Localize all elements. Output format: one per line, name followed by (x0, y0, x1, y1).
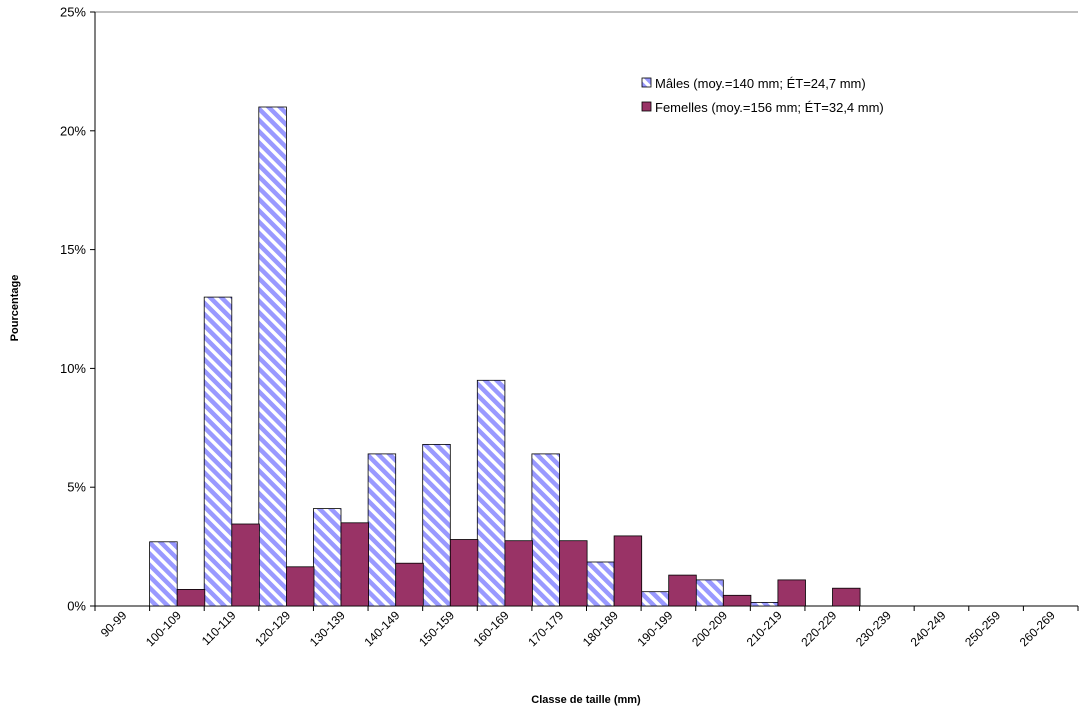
bar-males (749, 602, 779, 607)
bar-males (531, 453, 560, 607)
y-tick-label: 10% (60, 361, 86, 376)
bar-males (312, 508, 342, 607)
bar-males (258, 106, 287, 607)
axes (90, 11, 1079, 611)
bar-females (395, 562, 424, 607)
x-tick-label: 210-219 (744, 608, 785, 649)
x-tick-label: 180-189 (580, 608, 621, 649)
bar-females (449, 539, 479, 607)
legend-swatch-males (641, 77, 652, 88)
x-tick-label: 250-259 (962, 608, 1003, 649)
x-axis-title: Classe de taille (mm) (531, 694, 641, 706)
x-tick-label: 240-249 (908, 608, 949, 649)
x-tick-label: 150-159 (416, 608, 457, 649)
legend: Mâles (moy.=140 mm; ÉT=24,7 mm) Femelles… (641, 76, 884, 115)
bar-females (504, 540, 533, 607)
y-tick-label: 15% (60, 242, 86, 257)
x-tick-label: 110-119 (199, 608, 239, 648)
bar-females (176, 589, 206, 607)
bar-males (586, 561, 615, 607)
bar-females (722, 594, 752, 607)
bar-females (777, 579, 806, 607)
bar-males (476, 379, 506, 607)
bar-males (695, 579, 724, 607)
x-tick-label: 90-99 (98, 608, 130, 640)
x-tick-label: 220-229 (798, 608, 839, 649)
y-tick-label: 25% (60, 5, 86, 20)
x-tick-label: 140-149 (361, 608, 402, 649)
bar-males (203, 296, 233, 607)
x-tick-label: 100-109 (143, 608, 184, 649)
bar-females (613, 535, 643, 607)
bar-females (559, 540, 588, 607)
bar-females (285, 566, 315, 607)
bar-females (668, 574, 697, 607)
legend-label-females: Femelles (moy.=156 mm; ÉT=32,4 mm) (655, 100, 884, 115)
x-tick-label: 120-129 (252, 608, 293, 649)
y-tick-label: 0% (67, 599, 86, 614)
bars (149, 106, 861, 607)
x-tick-label: 260-269 (1017, 608, 1058, 649)
x-tick-label: 200-209 (689, 608, 730, 649)
bar-males (640, 591, 670, 607)
bar-males (367, 453, 397, 607)
x-tick-label: 170-179 (525, 608, 566, 649)
bar-females (231, 523, 260, 607)
x-tick-label: 130-139 (307, 608, 348, 649)
x-tick-label: 160-169 (471, 608, 512, 649)
bar-males (422, 443, 451, 607)
y-tick-label: 20% (60, 123, 86, 138)
legend-label-males: Mâles (moy.=140 mm; ÉT=24,7 mm) (655, 76, 866, 91)
x-tick-label: 230-239 (853, 608, 894, 649)
bar-females (340, 522, 370, 607)
x-tick-label: 190-199 (634, 608, 675, 649)
legend-swatch-females (641, 101, 652, 112)
y-axis-title: Pourcentage (9, 275, 21, 342)
bar-females (832, 587, 861, 607)
bar-males (149, 541, 178, 607)
y-tick-label: 5% (67, 480, 86, 495)
